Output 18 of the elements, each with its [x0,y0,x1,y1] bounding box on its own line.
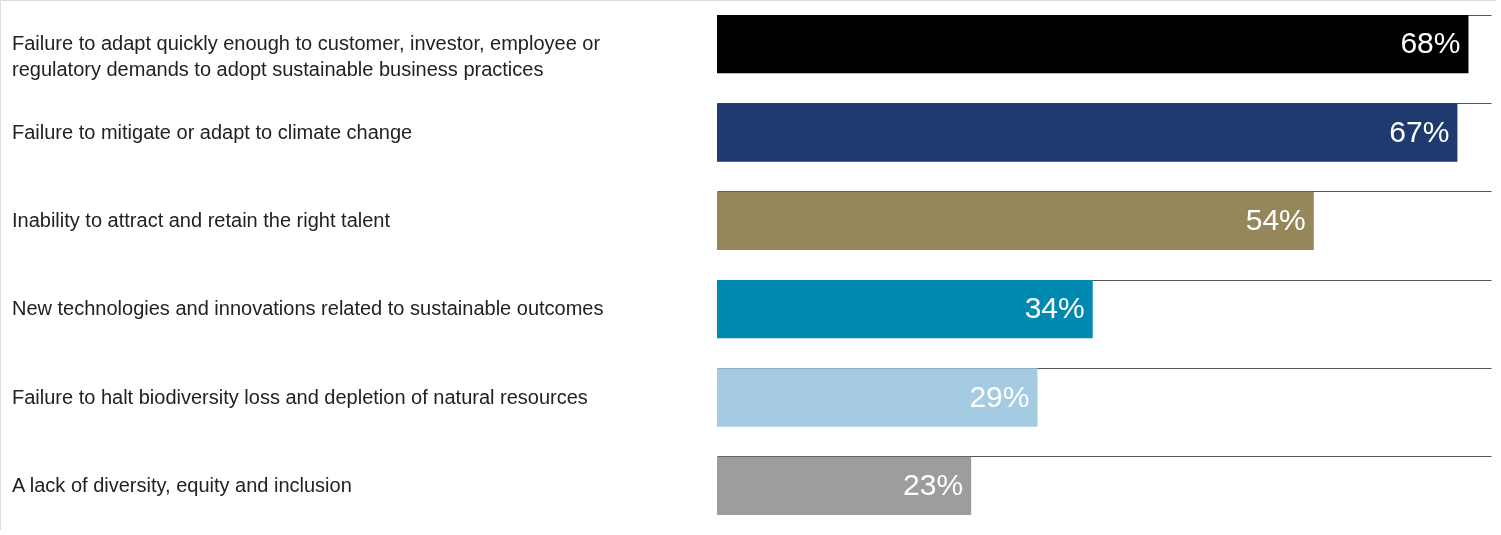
bar [717,103,1458,162]
data-label: 67% [1389,114,1450,148]
y-tick-label: Failure to adapt quickly enough to customer, investor, employee or regulatory demands to adopt sustainable business practices [12,32,601,81]
data-label: 23% [903,467,964,501]
y-tick-label: Failure to mitigate or adapt to climate change [12,120,413,143]
y-tick-label: A lack of diversity, equity and inclusion [12,473,352,496]
y-tick-label: Failure to halt biodiversity loss and depletion of natural resources [12,385,588,408]
bar [717,368,1038,427]
bar [717,280,1093,339]
bar [717,456,972,515]
bar [717,191,1314,250]
data-label: 29% [969,379,1030,413]
data-label: 54% [1245,202,1306,236]
y-tick-label: Inability to attract and retain the right talent [12,208,391,231]
data-label: 34% [1024,291,1085,325]
bar [717,15,1469,74]
y-tick-label: New technologies and innovations related to sustainable outcomes [12,297,604,320]
data-label: 68% [1400,26,1461,60]
